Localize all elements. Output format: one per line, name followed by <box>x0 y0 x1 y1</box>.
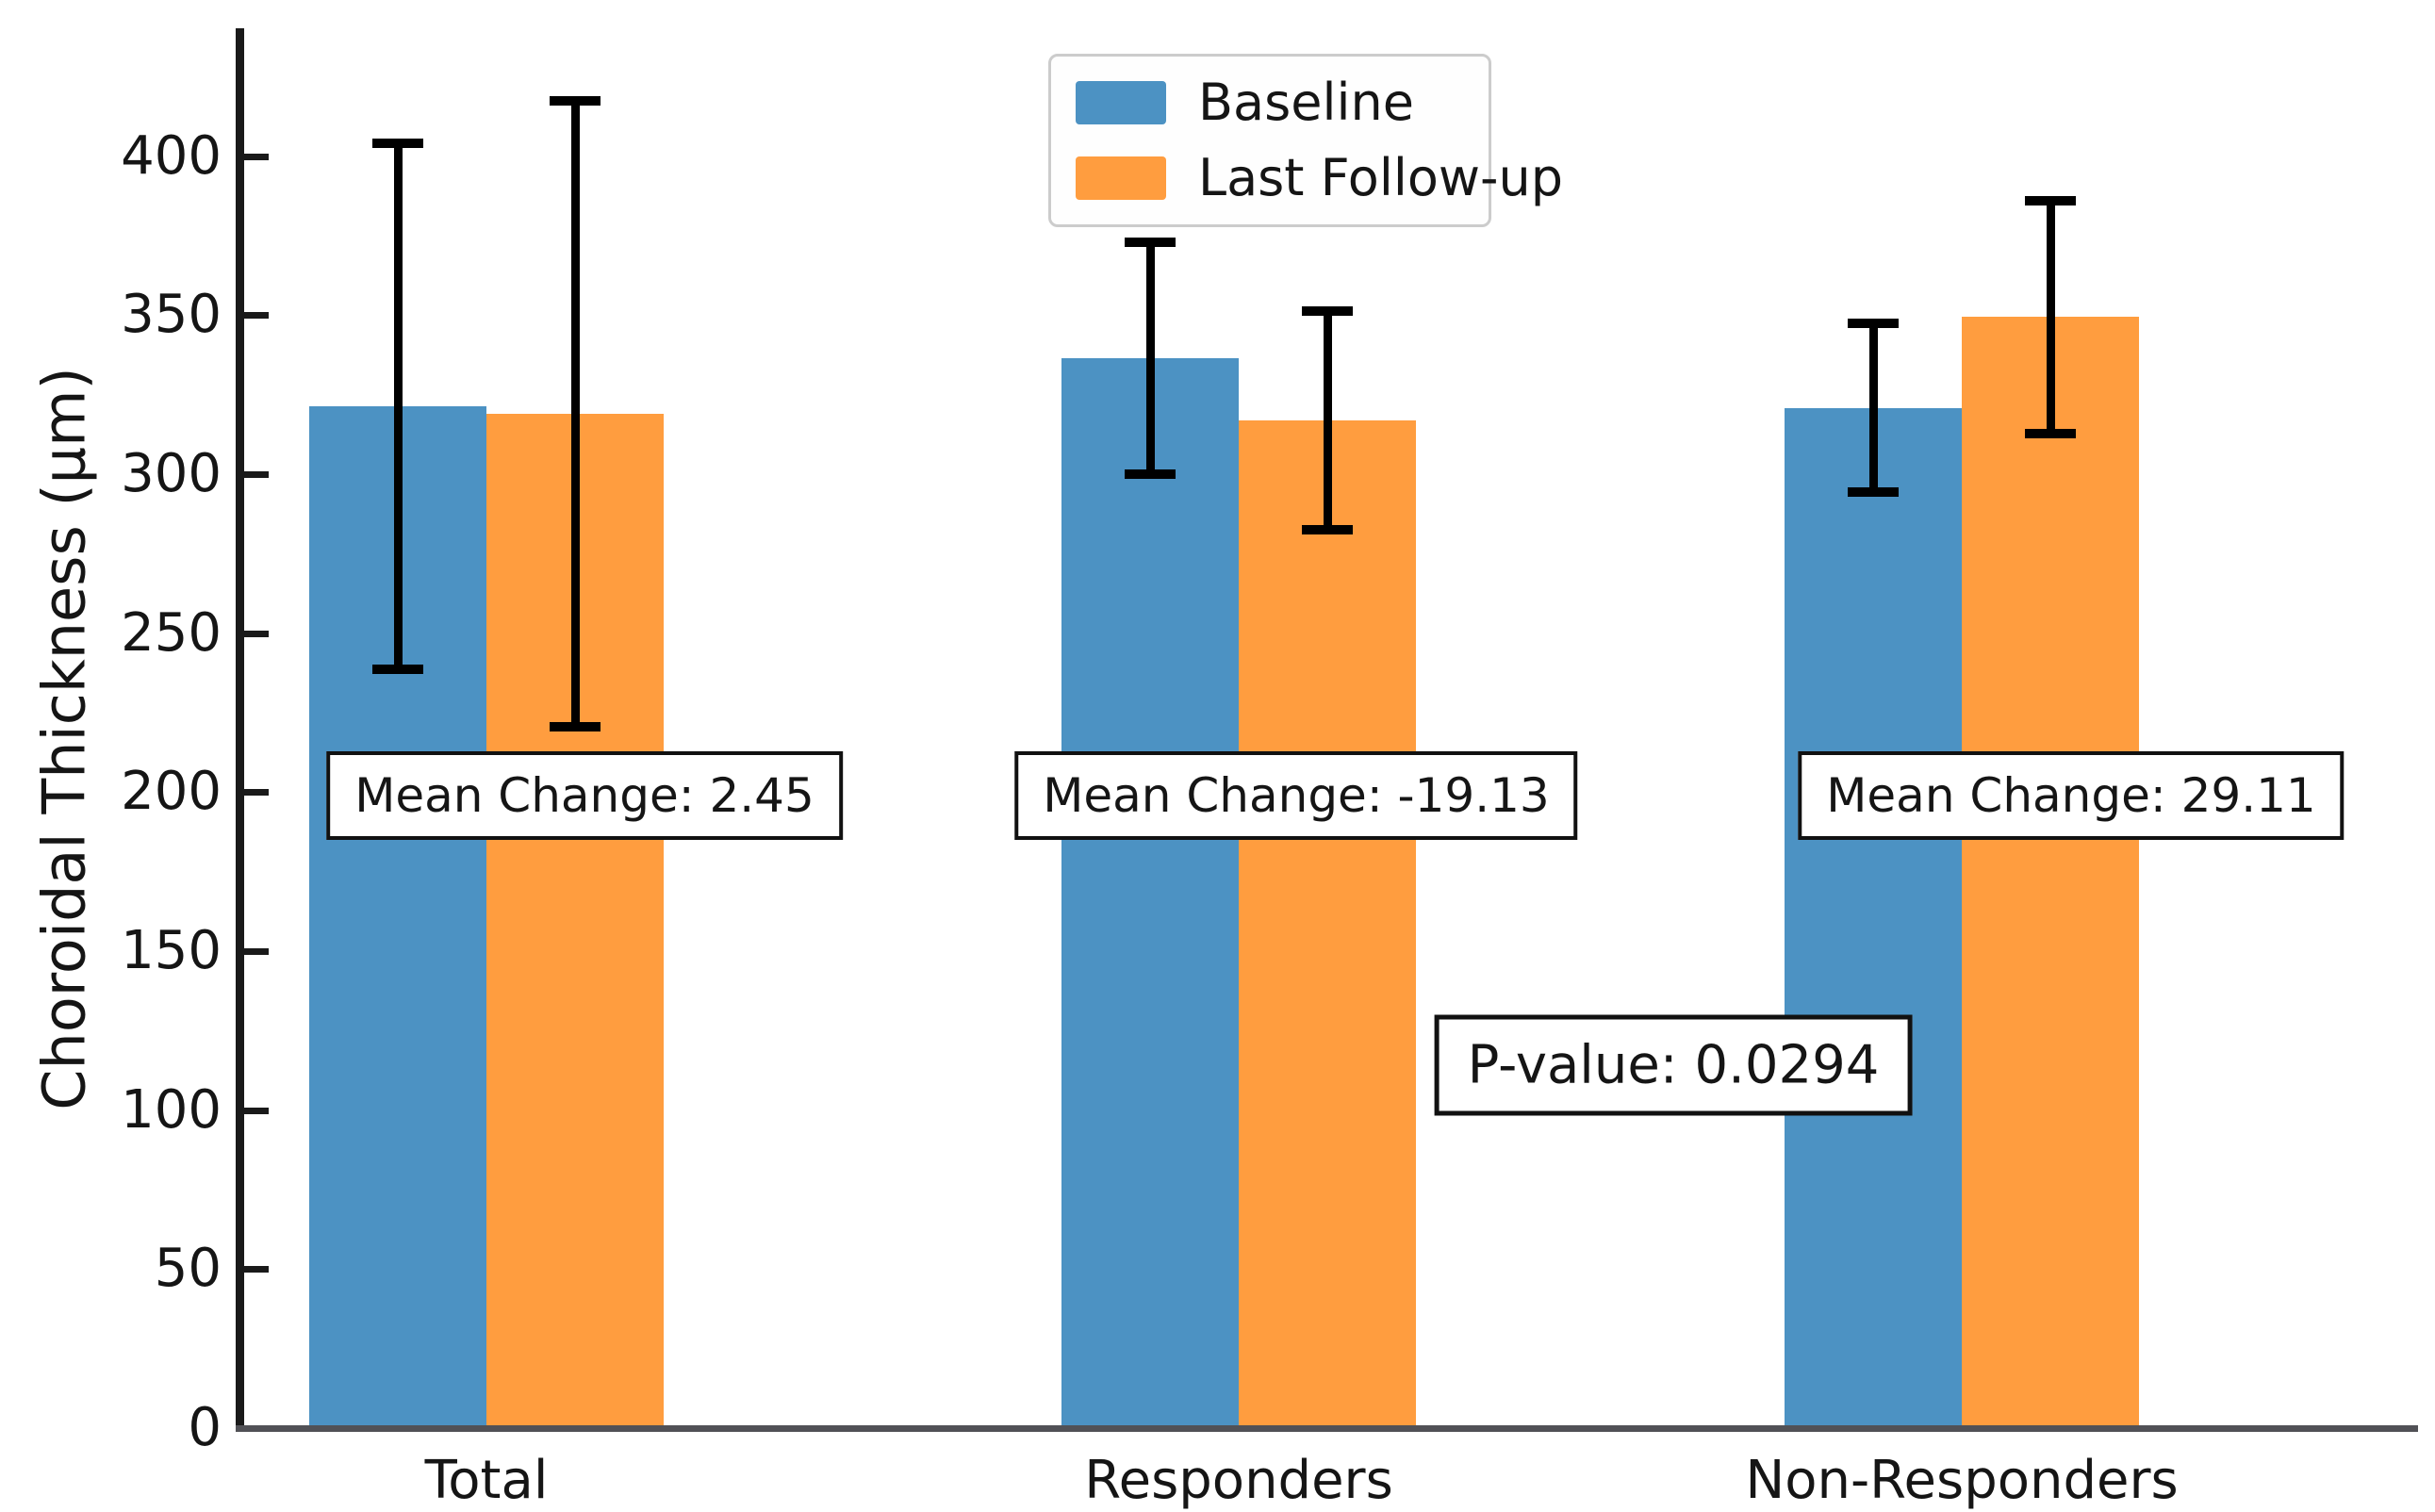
error-cap-upper-last-follow-up-non-responders <box>2025 196 2076 206</box>
error-cap-upper-baseline-total <box>372 138 423 148</box>
x-tick-label-responders: Responders <box>1084 1450 1393 1511</box>
y-tick-mark-250 <box>244 630 269 637</box>
y-tick-mark-100 <box>244 1107 269 1114</box>
y-tick-label-300: 300 <box>121 443 222 505</box>
annotation-p-value: P-value: 0.0294 <box>1434 1014 1913 1116</box>
error-bar-baseline-total <box>393 138 403 674</box>
x-axis-line <box>236 1425 2418 1432</box>
error-cap-upper-last-follow-up-responders <box>1302 306 1353 317</box>
y-tick-label-400: 400 <box>121 124 222 187</box>
y-axis-title: Choroidal Thickness (μm) <box>29 367 99 1110</box>
legend-swatch-last-follow-up <box>1076 156 1166 200</box>
error-cap-lower-baseline-total <box>372 664 423 674</box>
y-tick-mark-400 <box>244 153 269 160</box>
bar-last-follow-up-responders <box>1239 420 1416 1428</box>
bar-baseline-responders <box>1061 358 1239 1428</box>
legend-swatch-baseline <box>1076 81 1166 124</box>
legend-item-baseline: Baseline <box>1076 77 1464 128</box>
y-tick-label-150: 150 <box>121 920 222 982</box>
error-cap-lower-baseline-responders <box>1125 469 1176 480</box>
legend: Baseline Last Follow-up <box>1048 54 1563 227</box>
error-bar-baseline-responders <box>1145 238 1155 480</box>
error-cap-upper-baseline-responders <box>1125 238 1176 248</box>
y-axis-spine <box>236 28 244 1430</box>
error-cap-lower-last-follow-up-non-responders <box>2025 428 2076 438</box>
y-tick-label-50: 50 <box>154 1238 222 1300</box>
y-tick-mark-350 <box>244 312 269 320</box>
y-tick-mark-200 <box>244 789 269 797</box>
legend-label-baseline: Baseline <box>1198 73 1414 132</box>
error-bar-baseline-non-responders <box>1868 319 1878 498</box>
legend-label-last-follow-up: Last Follow-up <box>1198 148 1564 207</box>
error-cap-upper-baseline-non-responders <box>1848 319 1899 329</box>
annotation-mean-change-non-responders: Mean Change: 29.11 <box>1798 751 2345 840</box>
error-cap-lower-baseline-non-responders <box>1848 487 1899 498</box>
error-cap-lower-last-follow-up-responders <box>1302 524 1353 534</box>
y-tick-mark-300 <box>244 471 269 479</box>
error-cap-upper-last-follow-up-total <box>550 96 601 107</box>
x-tick-label-non-responders: Non-Responders <box>1745 1450 2179 1511</box>
annotation-mean-change-total: Mean Change: 2.45 <box>326 751 843 840</box>
y-tick-mark-50 <box>244 1266 269 1274</box>
error-bar-last-follow-up-responders <box>1323 306 1332 534</box>
error-bar-last-follow-up-non-responders <box>2046 196 2055 438</box>
annotation-mean-change-responders: Mean Change: -19.13 <box>1014 751 1578 840</box>
bar-baseline-non-responders <box>1785 407 1962 1428</box>
bar-last-follow-up-non-responders <box>1962 317 2139 1428</box>
y-tick-mark-150 <box>244 948 269 956</box>
y-tick-label-100: 100 <box>121 1078 222 1141</box>
error-bar-last-follow-up-total <box>570 96 580 732</box>
legend-item-last-follow-up: Last Follow-up <box>1076 153 1563 204</box>
y-tick-label-250: 250 <box>121 601 222 664</box>
y-tick-label-200: 200 <box>121 761 222 823</box>
y-tick-label-0: 0 <box>188 1397 222 1458</box>
error-cap-lower-last-follow-up-total <box>550 722 601 732</box>
y-tick-label-350: 350 <box>121 284 222 346</box>
x-tick-label-total: Total <box>424 1450 549 1511</box>
